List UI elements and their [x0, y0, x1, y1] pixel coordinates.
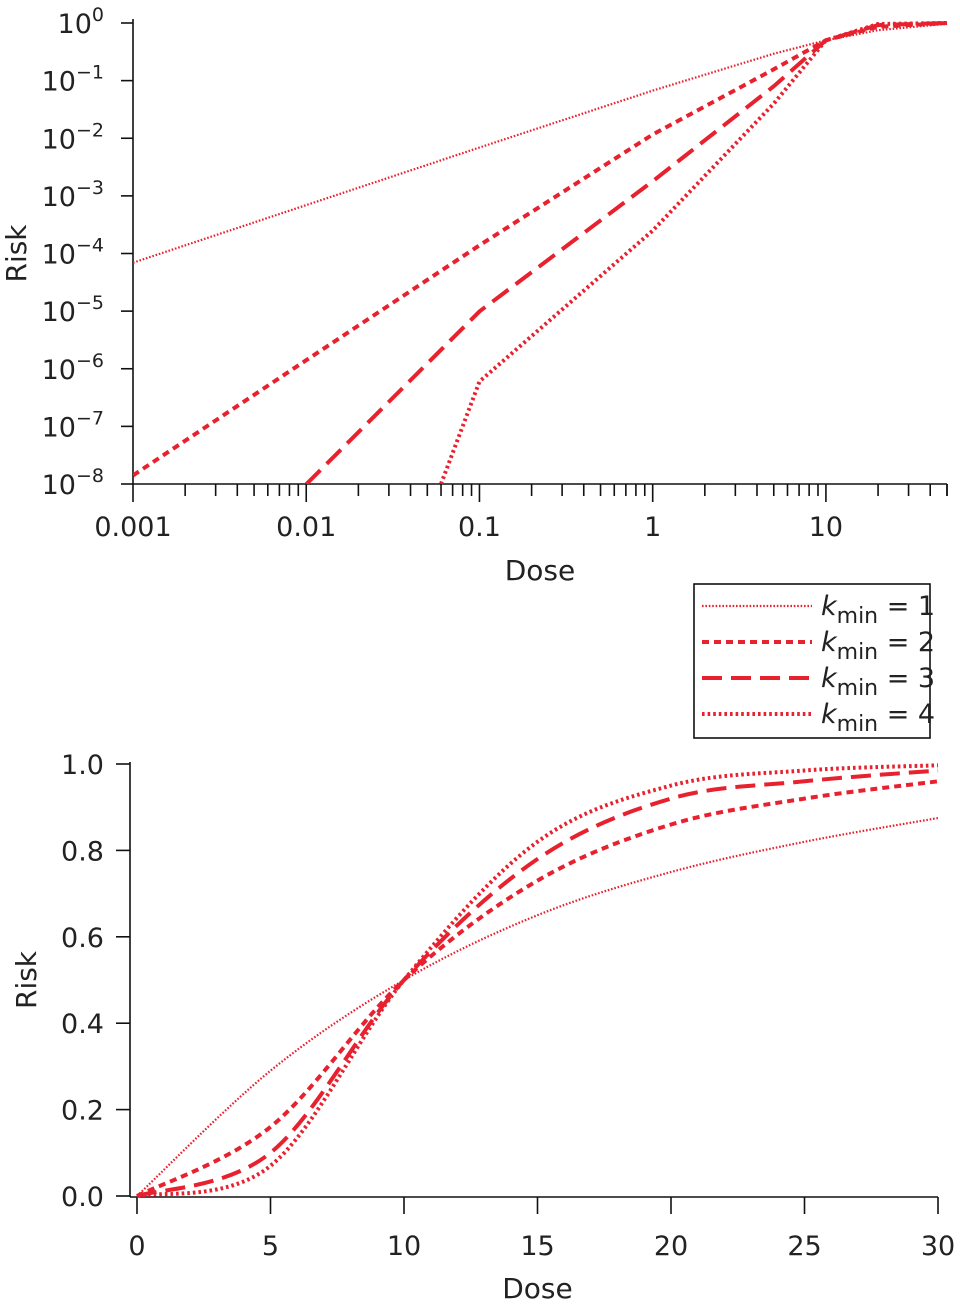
bottom-y-tick-label: 0.2 [61, 1096, 104, 1127]
top-y-tick-label: 10−8 [42, 465, 104, 501]
top-x-tick-label: 1 [644, 512, 661, 543]
bottom-x-axis-label: Dose [502, 1272, 573, 1305]
bottom-y-axis-label: Risk [10, 950, 43, 1009]
bottom-series-kmin-2 [136, 779, 939, 1198]
bottom-x-tick-label: 15 [520, 1231, 554, 1262]
legend-box [693, 583, 931, 739]
top-y-tick-label: 10−5 [42, 292, 104, 328]
bottom-y-tick-label: 1.0 [61, 750, 104, 781]
top-y-tick-label: 10−1 [42, 62, 104, 98]
bottom-x-tick-label: 25 [787, 1231, 821, 1262]
top-log-chart: 100 10−1 10−2 10−3 10−4 10−5 10−6 10−7 10−8 0.001… [0, 4, 948, 587]
top-x-tick-label: 10 [809, 512, 843, 543]
bottom-y-tick-label: 0.0 [61, 1182, 104, 1213]
bottom-x-tick-label: 10 [387, 1231, 421, 1262]
bottom-y-tick-label: 0.6 [61, 923, 104, 954]
top-y-tick-label: 10−3 [42, 177, 104, 213]
bottom-x-tick-label: 30 [921, 1231, 955, 1262]
top-y-tick-label: 10−6 [42, 350, 104, 386]
bottom-series-kmin-4 [136, 763, 939, 1198]
top-series-kmin-4 [439, 21, 948, 484]
bottom-linear-chart: 0.0 0.2 0.4 0.6 0.8 1.0 0 5 10 15 20 25 30 Dose Risk [10, 750, 955, 1305]
top-y-axis-label: Risk [0, 224, 33, 283]
top-y-tick-label: 10−4 [42, 235, 104, 271]
legend-label-kmin-3: kmin = 3 [821, 663, 935, 701]
bottom-y-tick-label: 0.8 [61, 836, 104, 867]
bottom-x-tick-label: 20 [654, 1231, 688, 1262]
bottom-x-tick-label: 5 [262, 1231, 279, 1262]
legend-label-kmin-1: kmin = 1 [821, 591, 935, 629]
top-series-kmin-1 [133, 22, 948, 264]
top-series-kmin-2 [133, 21, 948, 478]
top-x-tick-label: 0.01 [276, 512, 336, 543]
top-x-axis-label: Dose [505, 554, 576, 587]
top-x-tick-label: 0.1 [458, 512, 501, 543]
bottom-y-tick-label: 0.4 [61, 1009, 104, 1040]
bottom-series-kmin-3 [136, 768, 939, 1198]
bottom-series-kmin-1 [136, 816, 939, 1197]
top-y-tick-label: 100 [58, 4, 104, 40]
bottom-x-tick-label: 0 [128, 1231, 145, 1262]
legend-label-kmin-2: kmin = 2 [821, 627, 935, 665]
top-y-tick-label: 10−7 [42, 407, 104, 443]
legend-label-kmin-4: kmin = 4 [821, 699, 935, 737]
top-x-tick-label: 0.001 [94, 512, 171, 543]
top-y-tick-label: 10−2 [42, 119, 104, 155]
